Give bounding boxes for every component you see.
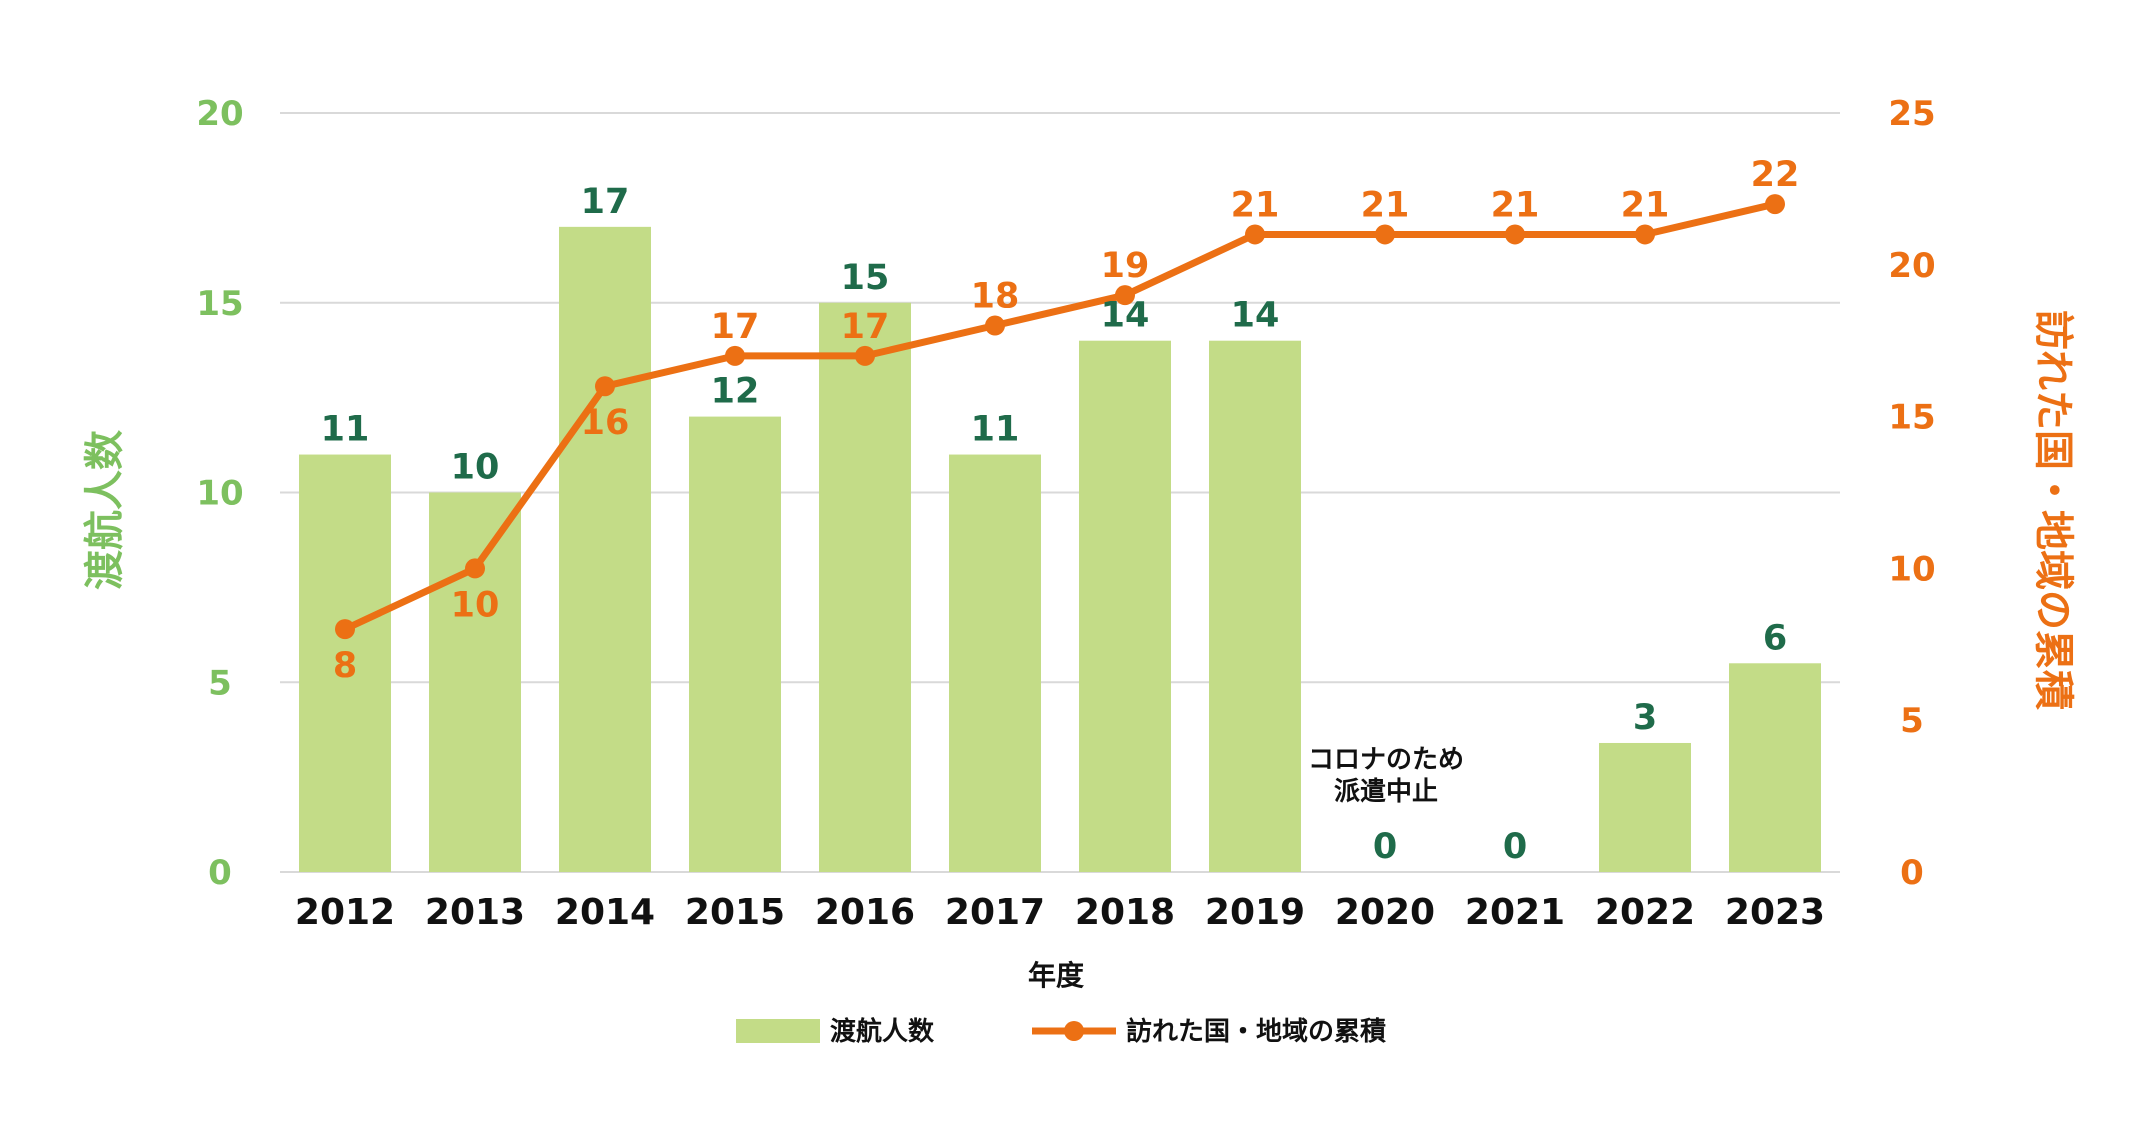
x-tick-label: 2014: [555, 892, 655, 933]
bar-data-label: 12: [711, 372, 760, 412]
y-tick-label-right: 20: [1888, 246, 1935, 286]
series-line: [343, 200, 1776, 633]
line-point: [985, 315, 1005, 336]
bar-data-label: 0: [1373, 827, 1397, 867]
line-data-label: 17: [711, 307, 760, 347]
y-tick-label-left: 15: [196, 284, 243, 324]
legend-label-bar: 渡航人数: [830, 1016, 935, 1047]
bar-data-label: 15: [841, 258, 890, 298]
y-tick-label-left: 20: [196, 94, 243, 134]
line-data-label: 22: [1751, 155, 1800, 195]
bar: [299, 454, 391, 872]
x-tick-label: 2016: [815, 892, 915, 933]
line-data-label: 8: [333, 646, 357, 686]
x-tick-label: 2022: [1595, 892, 1695, 933]
bar: [949, 454, 1041, 872]
x-tick-label: 2021: [1465, 892, 1565, 933]
x-tick-label: 2020: [1335, 892, 1435, 933]
line-point: [465, 558, 485, 579]
data-labels: 11 10 17 12 15 11 14 14 0 0 3 6 8 10 16 17 17 18 19 21 21 21 2…: [321, 155, 1800, 867]
line-data-label: 17: [841, 307, 890, 347]
line-data-label: 10: [451, 585, 500, 625]
y-tick-label-right: 15: [1888, 398, 1935, 438]
bar: [689, 416, 781, 872]
legend-swatch-bar: [736, 1019, 820, 1043]
bar-series: [299, 226, 1821, 873]
line-point: [1375, 224, 1395, 245]
x-tick-label: 2015: [685, 892, 785, 933]
bar: [429, 492, 521, 872]
line-point: [335, 619, 355, 640]
legend-label-line: 訪れた国・地域の累積: [1126, 1016, 1386, 1047]
line-point: [1635, 224, 1655, 245]
line-point: [725, 345, 745, 366]
bar: [1209, 340, 1301, 872]
legend: 渡航人数 訪れた国・地域の累積: [736, 1016, 1386, 1047]
x-tick-label: 2017: [945, 892, 1045, 933]
x-tick-label: 2013: [425, 892, 525, 933]
y-tick-label-right: 10: [1888, 549, 1935, 589]
y-tick-label-left: 0: [208, 853, 232, 893]
bar-data-label: 6: [1763, 618, 1787, 658]
bar-data-label: 0: [1503, 827, 1527, 867]
bar-data-label: 17: [581, 182, 630, 222]
y-tick-label-right: 5: [1900, 701, 1924, 741]
line-point: [595, 376, 615, 397]
bar-data-label: 3: [1633, 698, 1657, 738]
y-tick-label-right: 25: [1888, 94, 1935, 134]
bar-data-label: 14: [1101, 296, 1150, 336]
bar-data-label: 10: [451, 448, 500, 488]
line-data-label: 21: [1361, 185, 1410, 225]
annotation-line-1: コロナのため: [1308, 745, 1464, 775]
y-tick-label-right: 0: [1900, 853, 1924, 893]
line-point: [1115, 285, 1135, 306]
gridlines: [280, 112, 1840, 873]
bar-data-label: 11: [321, 410, 370, 450]
bar-data-label: 14: [1231, 296, 1280, 336]
line-point: [1245, 224, 1265, 245]
y-axis-title-right: 訪れた国・地域の累積: [2030, 310, 2076, 710]
line-data-label: 21: [1621, 185, 1670, 225]
x-axis-title: 年度: [1028, 959, 1084, 992]
bar: [1079, 340, 1171, 872]
bar: [559, 226, 651, 873]
y-tick-label-left: 10: [196, 474, 243, 514]
y-axis-title-left: 渡航人数: [82, 430, 128, 590]
x-tick-label: 2012: [295, 892, 395, 933]
annotation-line-2: 派遣中止: [1334, 777, 1438, 807]
line-point: [855, 345, 875, 366]
line-data-label: 19: [1101, 246, 1150, 286]
line-data-label: 21: [1491, 185, 1540, 225]
line-series: [335, 194, 1785, 640]
line-data-label: 21: [1231, 185, 1280, 225]
axes: 0 5 10 15 20 0 5 10 15 20 25 2012 2013 2014 2015 2016 20…: [196, 94, 1935, 933]
line-point: [1505, 224, 1525, 245]
line-data-label: 18: [971, 277, 1020, 317]
bar: [819, 302, 911, 872]
legend-swatch-marker: [1064, 1021, 1084, 1041]
line-data-label: 16: [581, 403, 630, 443]
x-tick-label: 2018: [1075, 892, 1175, 933]
line-point: [1765, 194, 1785, 215]
x-tick-label: 2019: [1205, 892, 1305, 933]
y-tick-label-left: 5: [208, 663, 232, 703]
bar: [1599, 742, 1691, 872]
bar-data-label: 11: [971, 410, 1020, 450]
bar: [1729, 663, 1821, 872]
x-tick-label: 2023: [1725, 892, 1825, 933]
